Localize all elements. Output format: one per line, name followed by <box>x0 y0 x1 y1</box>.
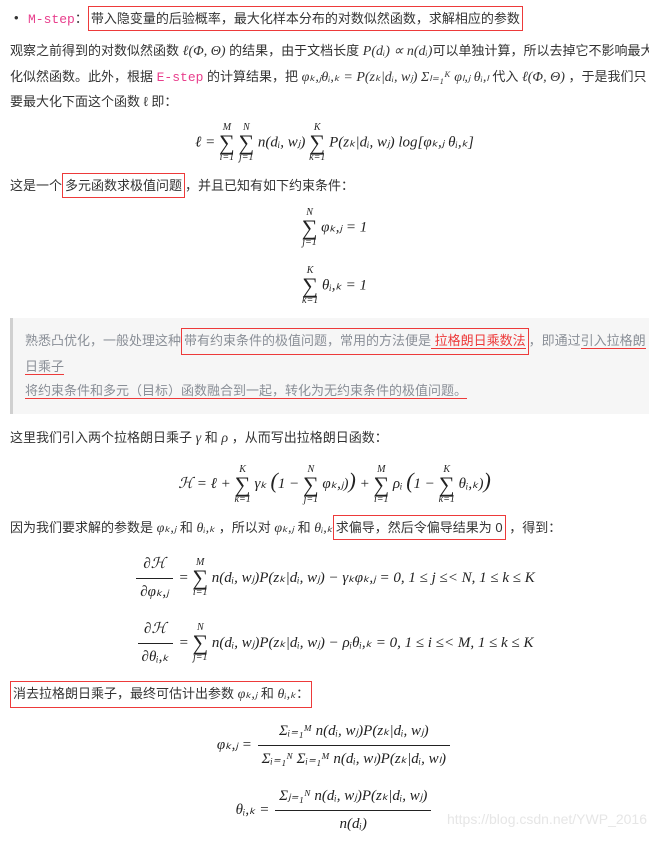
para-1: 观察之前得到的对数似然函数 ℓ(Φ, Θ) 的结果，由于文档长度 P(dᵢ) ∝… <box>10 39 649 113</box>
formula-constraint-phi: N∑j=1 φₖ,ⱼ = 1 <box>10 208 649 248</box>
lagrange-red: 拉格朗日乘数法 <box>431 333 526 349</box>
callout-line2: 将约束条件和多元（目标）函数融合到一起，转化为无约束条件的极值问题。 <box>25 383 467 399</box>
formula-phi-result: φₖ,ⱼ = Σᵢ₌₁ᴹ n(dᵢ, wⱼ)P(zₖ|dᵢ, wⱼ)Σᵢ₌₁ᴺ … <box>10 718 649 773</box>
callout-box1: 带有约束条件的极值问题，常用的方法便是 拉格朗日乘数法 <box>181 328 529 355</box>
sep: ： <box>75 11 88 26</box>
para-5: 消去拉格朗日乘子，最终可估计出参数 φₖ,ⱼ 和 θᵢ,ₖ： <box>10 681 649 708</box>
para-3: 这里我们引入两个拉格朗日乘子 γ 和 ρ ，从而写出拉格朗日函数： <box>10 426 649 451</box>
math-ell2: ℓ(Φ, Θ) <box>522 70 565 85</box>
formula-loglik: ℓ = M∑i=1 N∑j=1 n(dᵢ, wⱼ) K∑k=1 P(zₖ|dᵢ,… <box>10 123 649 163</box>
multivar-box: 多元函数求极值问题 <box>62 173 185 198</box>
final-box: 消去拉格朗日乘子，最终可估计出参数 φₖ,ⱼ 和 θᵢ,ₖ： <box>10 681 312 708</box>
mstep-label: M-step <box>28 12 75 27</box>
partial-box: 求偏导，然后令偏导结果为 0 <box>333 515 506 540</box>
math-ell: ℓ(Φ, Θ) <box>183 44 226 59</box>
lagrange-callout: 熟悉凸优化，一般处理这种带有约束条件的极值问题，常用的方法便是 拉格朗日乘数法，… <box>10 318 649 414</box>
estep-label: E-step <box>157 70 204 85</box>
para-2: 这是一个多元函数求极值问题，并且已知有如下约束条件： <box>10 173 649 198</box>
formula-constraint-theta: K∑k=1 θᵢ,ₖ = 1 <box>10 266 649 306</box>
mstep-bullet: M-step：带入隐变量的后验概率，最大化样本分布的对数似然函数，求解相应的参数 <box>10 6 649 31</box>
mstep-boxed-text: 带入隐变量的后验概率，最大化样本分布的对数似然函数，求解相应的参数 <box>88 6 523 31</box>
formula-lagrangian: ℋ = ℓ + K∑k=1 γₖ ((1 − 1 − N∑j=1 φₖ,ⱼ)) … <box>10 461 649 504</box>
math-phitheta: φₖ,ⱼθᵢ,ₖ = P(zₖ|dᵢ, wⱼ) Σₗ₌₁ᴷ φₗ,ⱼ θᵢ,ₗ <box>302 70 489 85</box>
math-pd: P(dᵢ) ∝ n(dᵢ) <box>363 44 433 59</box>
formula-dphi: ∂ℋ∂φₖ,ⱼ = M∑i=1 n(dᵢ, wⱼ)P(zₖ|dᵢ, wⱼ) − … <box>10 551 649 606</box>
para-4: 因为我们要求解的参数是 φₖ,ⱼ 和 θᵢ,ₖ ，所以对 φₖ,ⱼ 和 θᵢ,ₖ… <box>10 515 649 541</box>
formula-dtheta: ∂ℋ∂θᵢ,ₖ = N∑j=1 n(dᵢ, wⱼ)P(zₖ|dᵢ, wⱼ) − … <box>10 616 649 671</box>
formula-theta-result: θᵢ,ₖ = Σⱼ₌₁ᴺ n(dᵢ, wⱼ)P(zₖ|dᵢ, wⱼ)n(dᵢ) <box>10 783 649 838</box>
